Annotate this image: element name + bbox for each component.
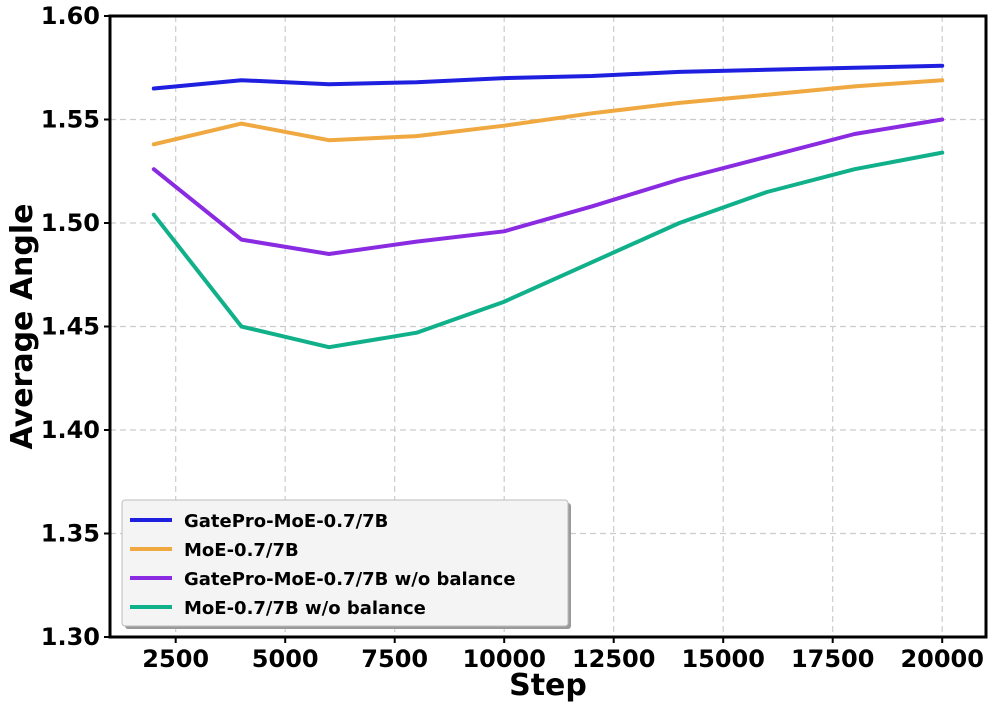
y-tick-label: 1.55 (41, 106, 100, 134)
x-tick-label: 17500 (791, 645, 875, 673)
y-tick-label: 1.45 (41, 313, 100, 341)
legend-label: MoE-0.7/7B (184, 540, 299, 561)
legend-label: MoE-0.7/7B w/o balance (184, 598, 426, 619)
y-axis-title: Average Angle (5, 203, 40, 449)
series-line (151, 117, 945, 256)
y-axis: 1.30 1.35 1.40 1.45 1.50 1.55 1.60 (41, 2, 110, 651)
y-tick-label: 1.60 (41, 2, 100, 30)
x-tick-label: 10000 (462, 645, 546, 673)
y-tick-label: 1.35 (41, 520, 100, 548)
legend-label: GatePro-MoE-0.7/7B w/o balance (184, 569, 516, 590)
series-line (151, 63, 945, 91)
y-tick-label: 1.40 (41, 416, 100, 444)
series-line (151, 78, 945, 147)
x-tick-label: 2500 (142, 645, 209, 673)
x-axis: 2500 5000 7500 10000 12500 15000 17500 20000 (142, 637, 984, 673)
y-tick-label: 1.50 (41, 209, 100, 237)
x-tick-label: 7500 (361, 645, 428, 673)
x-tick-label: 20000 (900, 645, 984, 673)
series-lines (151, 63, 945, 350)
y-tick-label: 1.30 (41, 623, 100, 651)
legend-label: GatePro-MoE-0.7/7B (184, 511, 388, 532)
legend: GatePro-MoE-0.7/7B MoE-0.7/7B GatePro-MoE-… (121, 499, 571, 629)
x-axis-title: Step (509, 668, 587, 703)
x-tick-label: 12500 (572, 645, 656, 673)
series-line (151, 150, 945, 350)
legend-box (121, 499, 569, 627)
x-tick-label: 5000 (252, 645, 319, 673)
x-tick-label: 15000 (681, 645, 765, 673)
